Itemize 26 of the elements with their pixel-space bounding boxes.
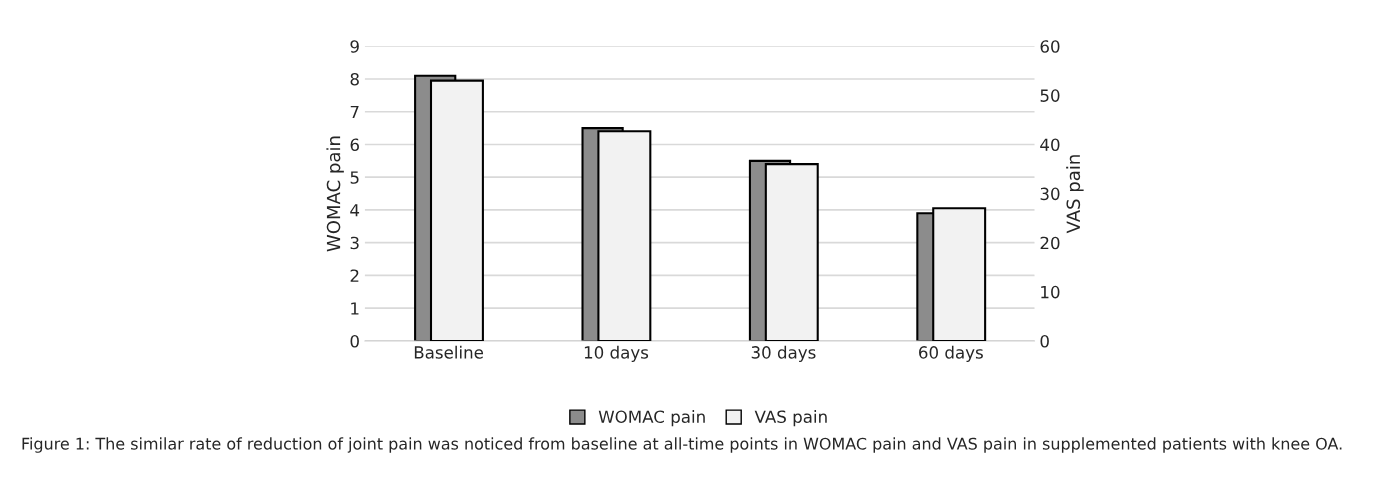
x-tick-label: Baseline: [414, 345, 484, 359]
legend-label: VAS pain: [754, 410, 827, 427]
y2-tick-label: 30: [1040, 187, 1060, 201]
y-tick-label: 5: [350, 171, 359, 184]
y-tick-label: 2: [350, 269, 359, 282]
x-tick-label: 60 days: [919, 345, 983, 362]
y2-tick-label: 0: [1040, 334, 1049, 348]
y-axis-title: WOMAC pain: [326, 136, 344, 252]
y-tick-label: 6: [350, 138, 359, 152]
legend-label: WOMAC pain: [598, 410, 705, 427]
y2-tick-label: 60: [1040, 40, 1060, 53]
y-tick-label: 1: [351, 302, 359, 315]
y2-tick-label: 10: [1041, 285, 1060, 299]
x-tick-label: 10 days: [584, 345, 649, 362]
caption: Figure 1: The similar rate of reduction of joint pain was noticed from baseline at all-time points in WOMAC pain and VAS pain in supplemented patients with knee OA.: [22, 437, 1342, 453]
y-tick-label: 8: [350, 72, 359, 86]
y-tick-label: 9: [350, 40, 359, 53]
y-tick-label: 7: [350, 105, 359, 119]
x-tick-label: 30 days: [751, 345, 816, 362]
y2-tick-label: 40: [1040, 138, 1060, 152]
y2-tick-label: 20: [1040, 236, 1060, 250]
y2-tick-label: 50: [1040, 89, 1060, 102]
y-tick-label: 0: [350, 334, 359, 348]
y2-axis-title: VAS pain: [1066, 155, 1084, 234]
y-tick-label: 4: [350, 204, 360, 217]
y-tick-label: 3: [350, 236, 359, 250]
